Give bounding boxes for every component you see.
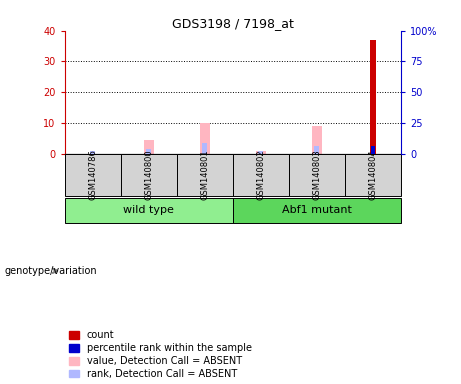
Text: genotype/variation: genotype/variation <box>5 266 97 276</box>
Bar <box>258 151 263 154</box>
Text: Abf1 mutant: Abf1 mutant <box>282 205 352 215</box>
Bar <box>146 149 151 154</box>
Bar <box>233 198 401 223</box>
Bar <box>345 154 401 197</box>
Bar <box>202 143 207 154</box>
Text: wild type: wild type <box>123 205 174 215</box>
Text: GSM140803: GSM140803 <box>313 150 321 200</box>
Legend: count, percentile rank within the sample, value, Detection Call = ABSENT, rank, : count, percentile rank within the sample… <box>70 330 252 379</box>
Text: GSM140786: GSM140786 <box>88 150 97 200</box>
Bar <box>371 146 375 154</box>
Text: GSM140801: GSM140801 <box>200 150 209 200</box>
Bar <box>144 140 154 154</box>
Bar <box>65 154 121 197</box>
Bar <box>289 154 345 197</box>
Bar <box>312 126 322 154</box>
Text: GSM140804: GSM140804 <box>368 150 378 200</box>
Bar <box>370 40 376 154</box>
Bar <box>177 154 233 197</box>
Title: GDS3198 / 7198_at: GDS3198 / 7198_at <box>172 17 294 30</box>
Text: GSM140800: GSM140800 <box>144 150 153 200</box>
Text: GSM140802: GSM140802 <box>256 150 266 200</box>
Bar <box>200 123 210 154</box>
Bar <box>65 198 233 223</box>
Bar <box>314 146 319 154</box>
Bar <box>90 151 95 154</box>
Bar <box>121 154 177 197</box>
Bar <box>233 154 289 197</box>
Bar <box>256 151 266 154</box>
